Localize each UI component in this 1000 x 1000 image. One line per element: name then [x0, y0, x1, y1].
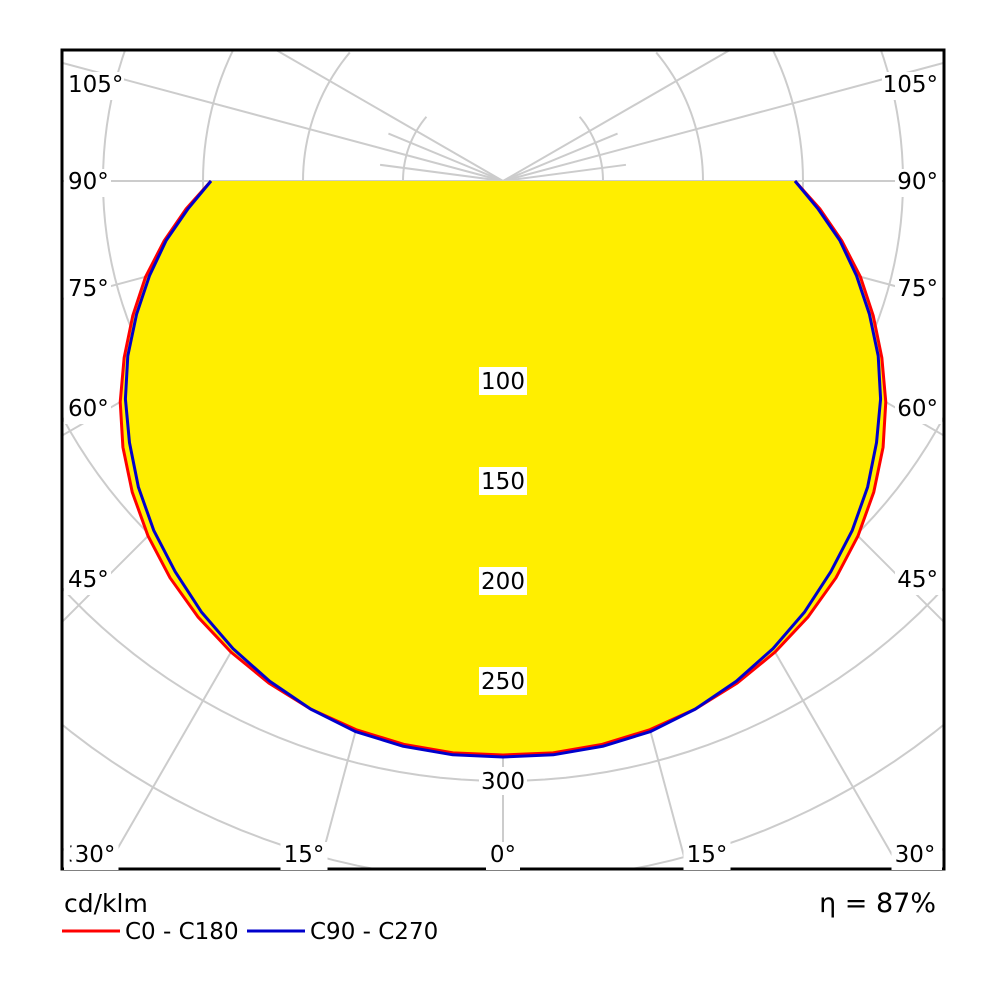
angle-label-right-4: 45° [897, 567, 938, 593]
radial-tick-300: 300 [481, 769, 525, 795]
angle-label-left-2: 75° [68, 276, 109, 302]
angle-label-left-4: 45° [68, 567, 109, 593]
angle-label-bottom-0: 30° [75, 842, 116, 868]
angle-label-right-3: 60° [897, 396, 938, 422]
angle-label-right-0: 105° [883, 72, 938, 98]
angle-label-left-1: 90° [68, 169, 109, 195]
radial-tick-200: 200 [481, 569, 525, 595]
legend-entry-c90[interactable]: C90 - C270 [247, 919, 438, 945]
angle-label-right-1: 90° [897, 169, 938, 195]
legend-label-c0: C0 - C180 [125, 919, 239, 945]
radial-tick-labels: 100 150 200 250 300 [479, 367, 527, 795]
angle-label-right-2: 75° [897, 276, 938, 302]
angle-label-bottom-3: 15° [687, 842, 728, 868]
angle-label-bottom-4: 30° [895, 842, 936, 868]
efficiency-label: η = 87% [819, 888, 936, 919]
angle-label-bottom-2: 0° [490, 842, 516, 868]
angle-label-left-3: 60° [68, 396, 109, 422]
radial-tick-150: 150 [481, 469, 525, 495]
angle-tick-labels: 105° 90° 75° 60° 45° 30° 105° 90° 75° 60° 45° 30° 30… [64, 72, 942, 870]
radial-tick-250: 250 [481, 669, 525, 695]
legend-entry-c0[interactable]: C0 - C180 [62, 919, 239, 945]
angle-label-bottom-1: 15° [284, 842, 325, 868]
unit-label: cd/klm [64, 889, 148, 918]
angle-label-left-0: 105° [68, 72, 123, 98]
legend-label-c90: C90 - C270 [310, 919, 438, 945]
radial-tick-100: 100 [481, 369, 525, 395]
